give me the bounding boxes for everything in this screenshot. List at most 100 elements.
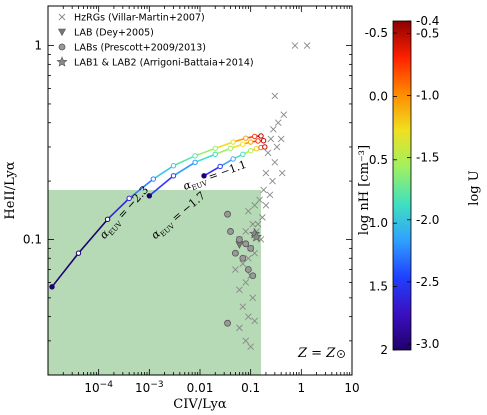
x-tick-label: 10−4 (84, 380, 113, 395)
x-axis-label: CIV/Lyα (173, 397, 227, 412)
data-point-x (242, 279, 250, 286)
model-point (212, 151, 218, 157)
colorbar-right-tick-label: -3.0 (416, 337, 439, 351)
data-point-x (245, 207, 252, 215)
data-point-x (274, 119, 282, 127)
data-point-x (242, 228, 250, 235)
colorbar-left-tick-label: -0.5 (365, 26, 388, 40)
data-point-circle (236, 236, 243, 243)
model-point (104, 216, 111, 223)
data-point-x (266, 191, 274, 199)
data-point-x (291, 42, 299, 49)
x-tick-label: 0.01 (187, 381, 214, 395)
model-point (251, 133, 258, 140)
model-track-segment (152, 165, 174, 180)
data-point-x (247, 343, 254, 350)
data-point-x (277, 135, 285, 143)
model-point (240, 141, 246, 147)
legend-entry: LAB (Dey+2005) (74, 28, 154, 39)
sun-symbol-dot (340, 353, 342, 355)
model-point (170, 163, 177, 169)
data-point-x (278, 169, 286, 177)
data-point-x (236, 286, 243, 294)
colorbar-right-tick-label: -1.5 (416, 151, 439, 165)
model-point (262, 144, 268, 150)
colorbar-right-tick-label: -0.4 (416, 14, 439, 28)
data-point-x (239, 303, 247, 311)
data-point-x (262, 202, 270, 209)
data-point-x (267, 135, 275, 143)
shaded-region (48, 189, 262, 375)
model-point (146, 193, 153, 199)
x-tick-label: 1 (298, 381, 306, 395)
model-point (247, 147, 254, 154)
model-track-segment (51, 252, 80, 288)
colorbar (392, 20, 412, 351)
data-point-x (269, 177, 276, 185)
x-tick-label: 0.1 (241, 381, 260, 395)
legend-entry: LABs (Prescott+2009/2013) (74, 43, 206, 54)
model-point (253, 145, 260, 152)
data-point-x (303, 42, 311, 49)
colorbar-left-label: log nH [cm⁻³] (357, 145, 372, 235)
legend-marker-x (58, 13, 66, 21)
model-track-segment (107, 197, 130, 220)
data-point-circle (239, 254, 247, 262)
x-tick-label: 10−3 (135, 380, 164, 395)
model-point (230, 156, 236, 162)
colorbar-left-tick-label: 2 (380, 343, 388, 357)
model-point (243, 135, 249, 141)
model-point (240, 151, 246, 157)
data-point-x (259, 214, 266, 221)
model-track-segment (77, 218, 109, 254)
model-point (150, 176, 157, 182)
data-point-star (250, 231, 262, 242)
data-point-x (236, 324, 243, 332)
colorbar-right-label: log U (467, 170, 482, 205)
y-tick-label: 1 (34, 39, 42, 53)
x-tick-label: 10 (344, 381, 359, 395)
data-point-x (264, 149, 272, 157)
y-axis-label: HeII/Lyα (3, 161, 18, 219)
model-point (192, 159, 198, 166)
data-point-circle (247, 244, 255, 252)
colorbar-left-tick-label: 0.0 (369, 89, 388, 103)
alpha-euv-annotation: αEUV = −1.1 (181, 158, 249, 195)
model-point (126, 195, 132, 202)
model-point (260, 138, 267, 144)
model-track-segment (148, 175, 175, 197)
model-point (217, 163, 223, 170)
data-point-x (251, 202, 258, 209)
model-track-segment (173, 161, 196, 177)
data-point-circle (232, 249, 239, 257)
data-point-x (270, 125, 277, 133)
legend-marker-star (56, 56, 68, 67)
model-track-segment (128, 178, 154, 199)
data-point-x (262, 169, 270, 177)
data-point-x (251, 249, 258, 257)
data-point-x (257, 236, 265, 243)
model-track-segment (214, 147, 231, 156)
data-point-x (249, 220, 257, 228)
colorbar-left-tick-label: 0.5 (369, 153, 388, 167)
model-point (75, 250, 82, 256)
model-point (247, 139, 254, 145)
data-point-x (271, 92, 279, 100)
legend-entry: HzRGs (Villar-Martin+2007) (74, 13, 205, 24)
colorbar-left-tick-label: 1.0 (369, 216, 388, 230)
model-point (201, 173, 207, 179)
data-point-x (249, 294, 257, 302)
colorbar-left-tick-label: 1.5 (369, 280, 388, 294)
data-point-x (242, 337, 250, 345)
data-point-x (239, 260, 247, 268)
data-point-circle (224, 210, 231, 218)
legend-marker-circle (58, 43, 66, 51)
colorbar-right-tick-label: -2.0 (416, 213, 439, 227)
y-tick-label: 0.1 (23, 232, 42, 246)
model-point (170, 173, 177, 179)
metallicity-label: Z = Z (297, 346, 336, 361)
model-point (212, 145, 218, 152)
legend-entry: LAB1 & LAB2 (Arrigoni-Battaia+2014) (74, 58, 254, 69)
model-point (258, 133, 264, 139)
